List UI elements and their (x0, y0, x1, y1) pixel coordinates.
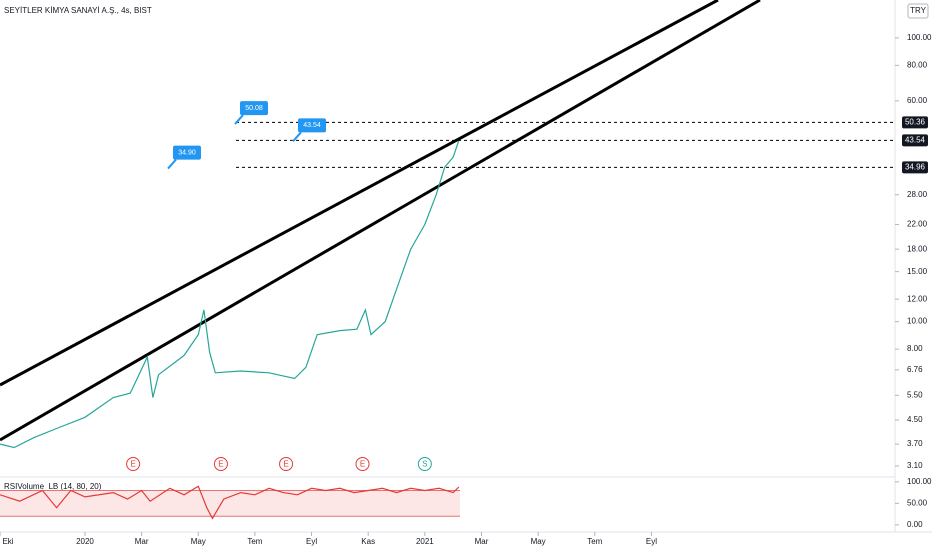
callout-label: 50.08 (245, 105, 263, 112)
y-tick-label: 100.00 (907, 33, 932, 42)
chart-title: SEYİTLER KİMYA SANAYİ A.Ş., 4s, BIST (4, 6, 152, 15)
x-tick-label: 2020 (76, 537, 94, 546)
currency-box[interactable] (907, 3, 929, 19)
trend-line (0, 0, 761, 442)
price-line-label: 34.96 (905, 162, 926, 171)
y-tick-label: 6.76 (907, 365, 923, 374)
y-tick-label: 8.00 (907, 344, 923, 353)
y-tick-label: 28.00 (907, 190, 928, 199)
y-tick-label: 80.00 (907, 60, 928, 69)
x-tick-label: Eyl (646, 537, 657, 546)
x-tick-label: Eyl (306, 537, 317, 546)
x-tick-label: May (191, 537, 206, 546)
x-tick-label: Mar (475, 537, 489, 546)
y-tick-label: 5.50 (907, 390, 923, 399)
event-marker (355, 457, 370, 471)
callout-label: 34.90 (178, 149, 196, 156)
callout-box (298, 118, 326, 133)
y-tick-label: 3.70 (907, 439, 923, 448)
series-line (0, 485, 460, 520)
callout-box (240, 101, 268, 116)
y-tick-label: 12.00 (907, 294, 928, 303)
y-tick-label: 18.00 (907, 244, 928, 253)
callout-pointer (167, 158, 177, 170)
y-tick-label: 60.00 (907, 96, 928, 105)
y-tick-label: 4.50 (907, 415, 923, 424)
currency: TRY (910, 6, 927, 15)
callout-label: 43.54 (303, 122, 321, 129)
event-label: S (422, 460, 427, 469)
callout-pointer (234, 114, 244, 125)
callout-box (173, 145, 201, 160)
y-tick-label: 10.00 (907, 317, 928, 326)
price-line-tag (902, 161, 928, 174)
x-tick-label: May (531, 537, 546, 546)
event-marker (126, 457, 141, 471)
price-line-label: 43.54 (905, 135, 926, 144)
y-tick-label: 100.00 (907, 477, 932, 486)
price-line-label: 50.36 (905, 118, 926, 127)
event-label: E (218, 460, 223, 469)
y-tick-label: 22.00 (907, 220, 928, 229)
event-marker (417, 457, 432, 471)
y-tick-label: 15.00 (907, 267, 928, 276)
y-tick-label: 50.00 (907, 498, 928, 507)
price-line-tag (902, 134, 928, 147)
trend-line (0, 0, 719, 387)
event-label: E (360, 460, 365, 469)
x-tick-label: 2021 (416, 537, 434, 546)
y-tick-label: 3.10 (907, 461, 923, 470)
x-tick-label: Tem (247, 537, 262, 546)
event-marker (279, 457, 294, 471)
event-marker (213, 457, 228, 471)
x-tick-label: Eki (2, 537, 13, 546)
event-label: E (130, 460, 135, 469)
rsi-band (0, 490, 460, 517)
x-tick-label: Tem (587, 537, 602, 546)
y-tick-label: 0.00 (907, 520, 923, 529)
indicator-title: RSIVolume_LB (14, 80, 20) (4, 482, 102, 491)
callout-pointer (292, 131, 302, 143)
series-line (0, 140, 460, 449)
event-label: E (283, 460, 288, 469)
x-tick-label: Kas (361, 537, 375, 546)
price-line-tag (902, 116, 928, 129)
x-tick-label: Mar (135, 537, 149, 546)
